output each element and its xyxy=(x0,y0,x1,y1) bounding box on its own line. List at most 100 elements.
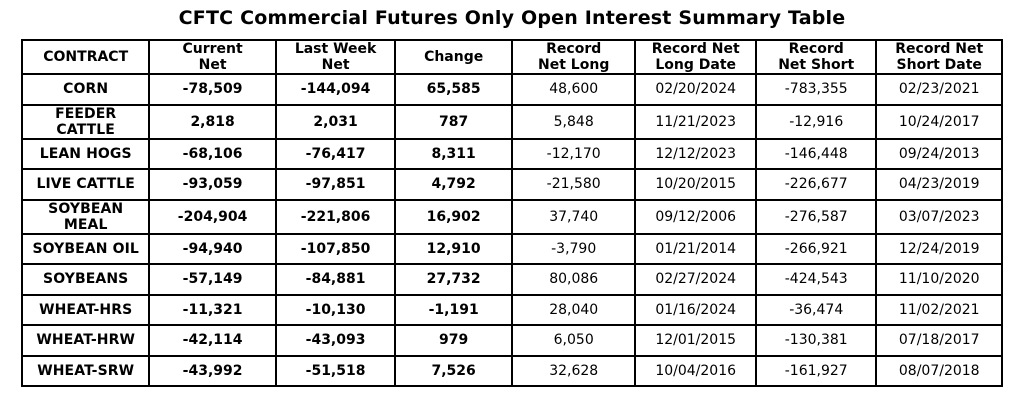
record-net-short-cell: -276,587 xyxy=(754,198,878,235)
table-row: CORN -78,509 -144,094 65,585 48,600 02/20/202… xyxy=(20,73,1003,106)
last-week-net-cell: -221,806 xyxy=(274,198,397,235)
col-header-record-net-short-date: Record Net Short Date xyxy=(875,38,1003,76)
record-net-long-date-cell: 10/04/2016 xyxy=(634,354,757,388)
contract-cell: FEEDER CATTLE xyxy=(20,103,151,140)
current-net-cell: -57,149 xyxy=(148,263,277,296)
change-cell: 27,732 xyxy=(394,263,513,296)
record-net-short-date-cell: 11/10/2020 xyxy=(875,263,1003,296)
record-net-long-date-cell: 10/20/2015 xyxy=(634,168,757,201)
record-net-short-date-cell: 07/18/2017 xyxy=(875,324,1003,357)
table-row: WHEAT-HRW -42,114 -43,093 979 6,050 12/01/201… xyxy=(20,324,1003,357)
record-net-short-date-cell: 04/23/2019 xyxy=(875,168,1003,201)
last-week-net-cell: -97,851 xyxy=(274,168,397,201)
contract-cell: WHEAT-HRW xyxy=(20,324,151,357)
table-header: CONTRACT Current Net Last Week Net Chang… xyxy=(20,38,1003,76)
record-net-long-cell: 32,628 xyxy=(510,354,637,388)
record-net-short-date-cell: 03/07/2023 xyxy=(875,198,1003,235)
contract-cell: LIVE CATTLE xyxy=(20,168,151,201)
record-net-long-cell: -12,170 xyxy=(510,137,637,171)
table-row: LIVE CATTLE -93,059 -97,851 4,792 -21,580 10/… xyxy=(20,168,1003,201)
contract-cell: LEAN HOGS xyxy=(20,137,151,171)
record-net-long-date-cell: 02/20/2024 xyxy=(634,73,757,106)
change-cell: 787 xyxy=(394,103,513,140)
record-net-short-cell: -266,921 xyxy=(754,232,878,266)
record-net-long-cell: 5,848 xyxy=(510,103,637,140)
change-cell: 7,526 xyxy=(394,354,513,388)
table-header-row: CONTRACT Current Net Last Week Net Chang… xyxy=(20,38,1003,76)
contract-cell: WHEAT-HRS xyxy=(20,293,151,327)
current-net-cell: -204,904 xyxy=(148,198,277,235)
page-title: CFTC Commercial Futures Only Open Intere… xyxy=(178,7,846,29)
col-header-current-net: Current Net xyxy=(148,38,277,76)
current-net-cell: 2,818 xyxy=(148,103,277,140)
current-net-cell: -93,059 xyxy=(148,168,277,201)
record-net-short-cell: -161,927 xyxy=(754,354,878,388)
record-net-long-date-cell: 12/12/2023 xyxy=(634,137,757,171)
table-row: SOYBEAN MEAL -204,904 -221,806 16,902 37,740… xyxy=(20,198,1003,235)
current-net-cell: -94,940 xyxy=(148,232,277,266)
record-net-long-date-cell: 01/21/2014 xyxy=(634,232,757,266)
contract-cell: WHEAT-SRW xyxy=(20,354,151,388)
record-net-long-date-cell: 01/16/2024 xyxy=(634,293,757,327)
table-row: FEEDER CATTLE 2,818 2,031 787 5,848 11/21/202… xyxy=(20,103,1003,140)
record-net-short-date-cell: 10/24/2017 xyxy=(875,103,1003,140)
last-week-net-cell: -10,130 xyxy=(274,293,397,327)
col-header-record-net-short: Record Net Short xyxy=(754,38,878,76)
record-net-short-cell: -146,448 xyxy=(754,137,878,171)
change-cell: -1,191 xyxy=(394,293,513,327)
current-net-cell: -11,321 xyxy=(148,293,277,327)
table-row: WHEAT-HRS -11,321 -10,130 -1,191 28,040 01/16… xyxy=(20,293,1003,327)
current-net-cell: -68,106 xyxy=(148,137,277,171)
record-net-short-date-cell: 08/07/2018 xyxy=(875,354,1003,388)
record-net-short-date-cell: 09/24/2013 xyxy=(875,137,1003,171)
record-net-long-cell: -21,580 xyxy=(510,168,637,201)
record-net-long-date-cell: 09/12/2006 xyxy=(634,198,757,235)
last-week-net-cell: -76,417 xyxy=(274,137,397,171)
last-week-net-cell: -144,094 xyxy=(274,73,397,106)
record-net-short-cell: -424,543 xyxy=(754,263,878,296)
col-header-last-week-net: Last Week Net xyxy=(274,38,397,76)
current-net-cell: -42,114 xyxy=(148,324,277,357)
record-net-short-cell: -12,916 xyxy=(754,103,878,140)
record-net-long-cell: 80,086 xyxy=(510,263,637,296)
table-row: LEAN HOGS -68,106 -76,417 8,311 -12,170 12/12… xyxy=(20,137,1003,171)
last-week-net-cell: -43,093 xyxy=(274,324,397,357)
col-header-contract: CONTRACT xyxy=(20,38,151,76)
record-net-short-cell: -226,677 xyxy=(754,168,878,201)
current-net-cell: -43,992 xyxy=(148,354,277,388)
contract-cell: SOYBEANS xyxy=(20,263,151,296)
last-week-net-cell: -84,881 xyxy=(274,263,397,296)
change-cell: 16,902 xyxy=(394,198,513,235)
record-net-short-cell: -130,381 xyxy=(754,324,878,357)
contract-cell: CORN xyxy=(20,73,151,106)
col-header-record-net-long: Record Net Long xyxy=(510,38,637,76)
last-week-net-cell: -51,518 xyxy=(274,354,397,388)
current-net-cell: -78,509 xyxy=(148,73,277,106)
table-body: CORN -78,509 -144,094 65,585 48,600 02/20/202… xyxy=(20,73,1003,388)
record-net-short-date-cell: 02/23/2021 xyxy=(875,73,1003,106)
col-header-record-net-long-date: Record Net Long Date xyxy=(634,38,757,76)
record-net-short-cell: -36,474 xyxy=(754,293,878,327)
record-net-short-date-cell: 12/24/2019 xyxy=(875,232,1003,266)
change-cell: 65,585 xyxy=(394,73,513,106)
last-week-net-cell: -107,850 xyxy=(274,232,397,266)
table-row: SOYBEAN OIL -94,940 -107,850 12,910 -3,790 01… xyxy=(20,232,1003,266)
record-net-long-date-cell: 02/27/2024 xyxy=(634,263,757,296)
change-cell: 12,910 xyxy=(394,232,513,266)
record-net-long-cell: 48,600 xyxy=(510,73,637,106)
record-net-long-cell: -3,790 xyxy=(510,232,637,266)
last-week-net-cell: 2,031 xyxy=(274,103,397,140)
table-row: SOYBEANS -57,149 -84,881 27,732 80,086 02/27/… xyxy=(20,263,1003,296)
record-net-long-cell: 37,740 xyxy=(510,198,637,235)
change-cell: 4,792 xyxy=(394,168,513,201)
record-net-short-cell: -783,355 xyxy=(754,73,878,106)
contract-cell: SOYBEAN OIL xyxy=(20,232,151,266)
contract-cell: SOYBEAN MEAL xyxy=(20,198,151,235)
record-net-long-cell: 28,040 xyxy=(510,293,637,327)
record-net-long-date-cell: 12/01/2015 xyxy=(634,324,757,357)
change-cell: 979 xyxy=(394,324,513,357)
open-interest-table: CONTRACT Current Net Last Week Net Chang… xyxy=(20,38,1003,388)
record-net-short-date-cell: 11/02/2021 xyxy=(875,293,1003,327)
change-cell: 8,311 xyxy=(394,137,513,171)
